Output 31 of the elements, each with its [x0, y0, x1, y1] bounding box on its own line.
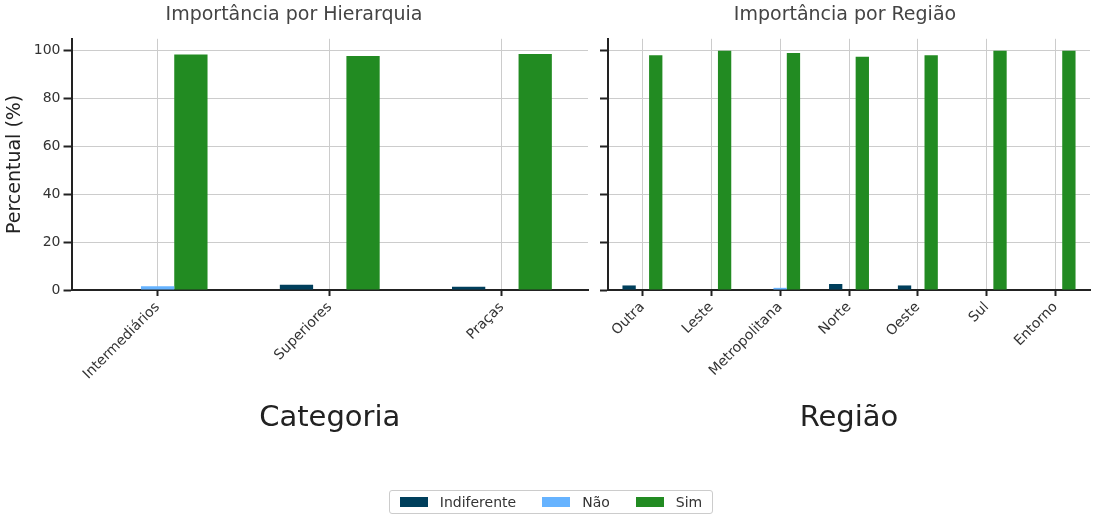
- bar: [174, 54, 208, 290]
- bar: [1062, 50, 1076, 290]
- bar: [140, 286, 175, 290]
- bar: [897, 285, 912, 290]
- x-axis-title: Região: [799, 399, 899, 434]
- bar: [924, 55, 938, 290]
- y-tick-label: 60: [42, 137, 61, 154]
- bar: [622, 285, 636, 290]
- y-tick-label: 20: [42, 232, 61, 249]
- y-tick-label: 40: [42, 184, 61, 201]
- legend-label: Sim: [675, 494, 703, 510]
- legend-label: Indiferente: [439, 494, 517, 510]
- bar: [829, 284, 843, 290]
- bar: [451, 286, 486, 290]
- bar: [518, 54, 552, 290]
- y-tick-label: 80: [42, 89, 61, 106]
- bar: [717, 50, 732, 290]
- bar: [346, 56, 380, 290]
- y-tick-label: 100: [33, 41, 61, 58]
- chart-title: Importância por Hierarquia: [165, 2, 423, 25]
- bar: [855, 56, 869, 290]
- bar: [279, 284, 314, 290]
- legend-label: Não: [582, 494, 610, 510]
- y-axis-title: Percentual (%): [2, 94, 25, 235]
- bar: [993, 50, 1007, 290]
- bar: [649, 55, 663, 290]
- x-axis-title: Categoria: [259, 399, 401, 434]
- chart-title: Importância por Região: [733, 2, 957, 25]
- bar: [786, 52, 801, 290]
- y-tick-label: 0: [51, 280, 61, 297]
- x-tick-label: Sul: [964, 298, 992, 325]
